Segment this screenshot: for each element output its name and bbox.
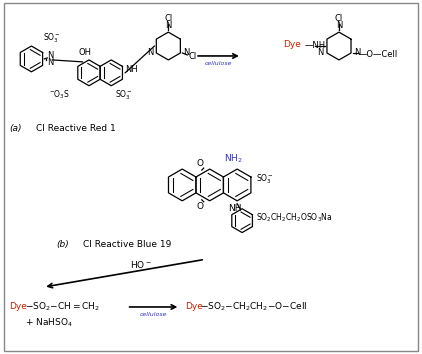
Text: Cl: Cl	[164, 14, 173, 23]
Text: N: N	[147, 48, 153, 57]
Text: (b): (b)	[56, 240, 69, 249]
Text: Cl: Cl	[188, 52, 197, 62]
Text: Dye: Dye	[284, 40, 301, 48]
Text: N: N	[47, 51, 54, 61]
Text: Cl: Cl	[335, 14, 343, 23]
Text: O: O	[196, 202, 203, 211]
Text: SO$_3^-$: SO$_3^-$	[256, 172, 274, 186]
Text: $-$SO$_2$$-$CH$_2$CH$_2$$-$O$-$Cell: $-$SO$_2$$-$CH$_2$CH$_2$$-$O$-$Cell	[200, 301, 307, 313]
Text: O: O	[196, 159, 203, 168]
Text: Dye: Dye	[10, 302, 27, 312]
Text: CI Reactive Blue 19: CI Reactive Blue 19	[83, 240, 171, 249]
Text: N: N	[354, 48, 360, 57]
Text: OH: OH	[78, 48, 92, 57]
Text: cellulose: cellulose	[140, 312, 167, 317]
Text: Dye: Dye	[185, 302, 203, 312]
Text: NH$_2$: NH$_2$	[224, 153, 243, 165]
Text: N: N	[183, 48, 190, 57]
Text: SO$_3^-$: SO$_3^-$	[43, 32, 61, 45]
Text: CI Reactive Red 1: CI Reactive Red 1	[36, 124, 116, 133]
Text: (a): (a)	[10, 124, 22, 133]
Text: SO$_2$CH$_2$CH$_2$OSO$_3$Na: SO$_2$CH$_2$CH$_2$OSO$_3$Na	[256, 211, 333, 224]
Text: N: N	[165, 21, 171, 30]
Text: SO$_3^-$: SO$_3^-$	[115, 89, 133, 102]
Text: cellulose: cellulose	[205, 61, 232, 66]
Text: NH: NH	[125, 65, 138, 74]
Text: $-$SO$_2$$-$CH$=$CH$_2$: $-$SO$_2$$-$CH$=$CH$_2$	[25, 301, 100, 313]
Text: NH: NH	[228, 204, 242, 213]
Text: N: N	[336, 21, 342, 30]
Text: + NaHSO$_4$: + NaHSO$_4$	[25, 316, 73, 329]
Text: $^{-}$O$_3$S: $^{-}$O$_3$S	[49, 89, 70, 101]
Text: N: N	[47, 58, 54, 67]
Text: —NH: —NH	[304, 41, 325, 50]
Text: —O—Cell: —O—Cell	[359, 51, 398, 59]
Text: HO$^-$: HO$^-$	[130, 259, 151, 270]
Text: N: N	[318, 48, 324, 57]
